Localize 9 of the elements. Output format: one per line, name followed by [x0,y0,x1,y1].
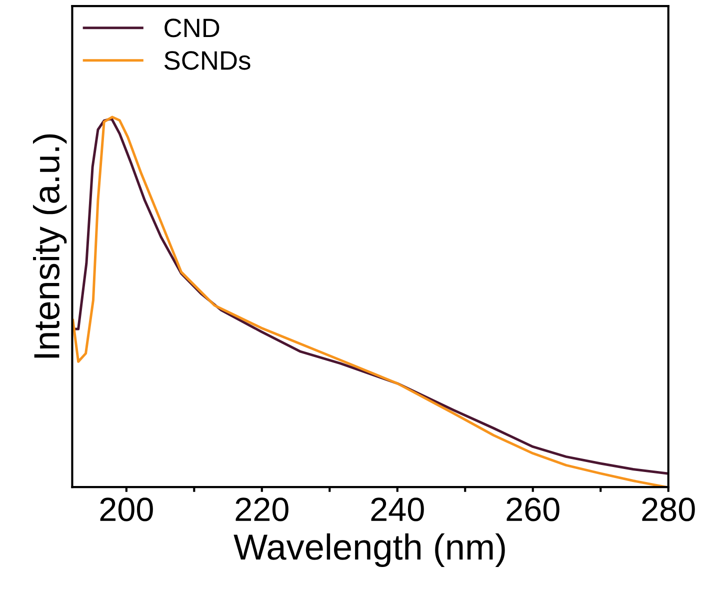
legend-label: SCNDs [164,51,250,70]
x-tick-label: 240 [371,498,424,522]
x-tick-label: 260 [506,498,560,522]
x-tick-label: 200 [100,498,153,522]
x-tick-label: 220 [236,498,288,522]
y-axis-title: Intensity (a.u.) [33,134,67,358]
x-tick-label: 280 [642,498,695,522]
legend-label: CND [164,18,220,38]
x-axis-title: Wavelength (nm) [234,533,505,568]
